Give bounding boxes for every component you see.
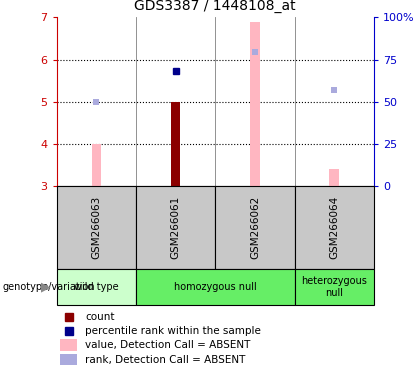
Text: GSM266063: GSM266063 <box>91 196 101 259</box>
Title: GDS3387 / 1448108_at: GDS3387 / 1448108_at <box>134 0 296 13</box>
Text: heterozygous
null: heterozygous null <box>301 276 367 298</box>
Text: genotype/variation: genotype/variation <box>2 282 95 292</box>
Text: count: count <box>85 312 115 322</box>
Text: percentile rank within the sample: percentile rank within the sample <box>85 326 261 336</box>
Bar <box>171 102 180 186</box>
Bar <box>136 186 215 269</box>
Bar <box>294 186 374 269</box>
Text: GSM266064: GSM266064 <box>329 196 339 259</box>
Bar <box>92 144 101 186</box>
Bar <box>57 186 136 269</box>
Bar <box>215 186 294 269</box>
Bar <box>136 269 294 305</box>
Bar <box>329 169 339 186</box>
Bar <box>250 22 260 186</box>
Text: rank, Detection Call = ABSENT: rank, Detection Call = ABSENT <box>85 355 246 365</box>
Bar <box>294 269 374 305</box>
Bar <box>60 354 77 366</box>
Text: homozygous null: homozygous null <box>174 282 257 292</box>
Text: GSM266062: GSM266062 <box>250 196 260 259</box>
Text: value, Detection Call = ABSENT: value, Detection Call = ABSENT <box>85 340 251 350</box>
Text: wild type: wild type <box>74 282 119 292</box>
Bar <box>57 269 136 305</box>
Text: ▶: ▶ <box>41 281 50 293</box>
Text: GSM266061: GSM266061 <box>171 196 181 259</box>
Bar <box>60 339 77 351</box>
